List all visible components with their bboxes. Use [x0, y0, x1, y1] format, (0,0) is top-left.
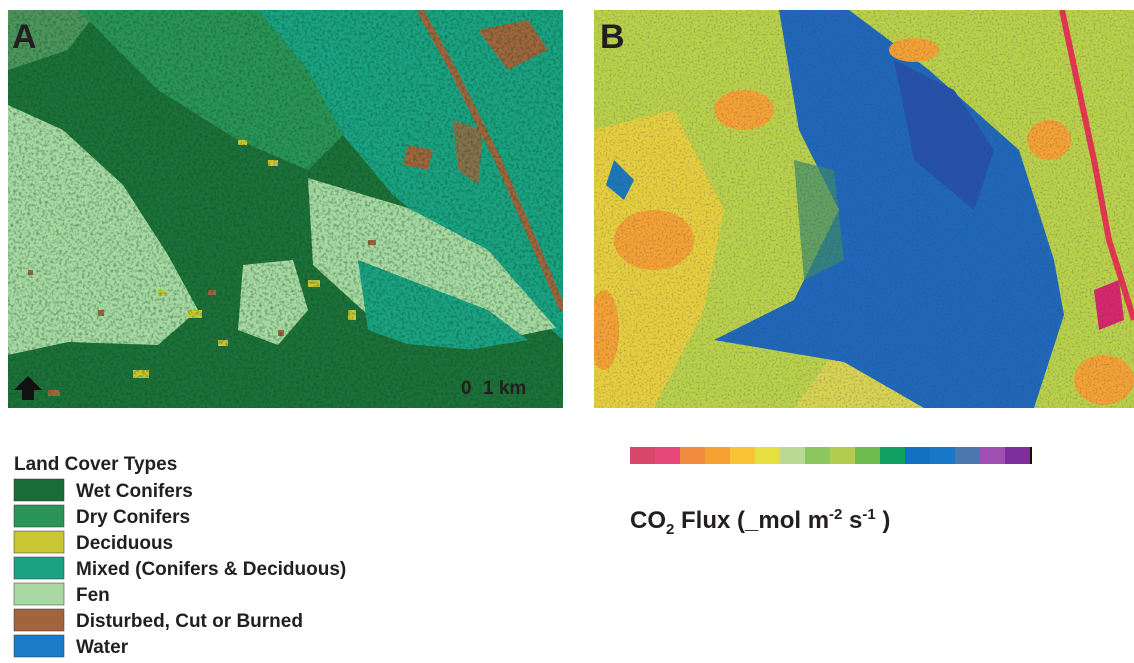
- legend-swatch: [13, 634, 65, 658]
- legend: Wet Conifers Dry Conifers Deciduous Mixed (…: [13, 478, 346, 658]
- colorbar-title: CO2 Flux (_mol m-2 s-1 ): [630, 506, 890, 538]
- title-subscript: 2: [666, 521, 674, 538]
- colorbar-segment: [755, 447, 781, 464]
- colorbar-end: [1030, 447, 1032, 464]
- legend-label: Deciduous: [76, 533, 173, 554]
- colorbar: [630, 447, 1032, 464]
- legend-swatch: [13, 582, 65, 606]
- colorbar-segment: [705, 447, 731, 464]
- legend-swatch: [13, 556, 65, 580]
- colorbar-segment: [980, 447, 1006, 464]
- title-superscript: -2: [829, 506, 842, 523]
- legend-title: Land Cover Types: [14, 454, 177, 475]
- colorbar-segment: [880, 447, 906, 464]
- legend-swatch: [13, 608, 65, 632]
- legend-label: Mixed (Conifers & Deciduous): [76, 559, 346, 580]
- legend-label: Wet Conifers: [76, 481, 193, 502]
- co2-flux-map: [594, 10, 1134, 408]
- colorbar-segment: [930, 447, 956, 464]
- legend-label: Water: [76, 637, 129, 658]
- legend-swatch: [13, 530, 65, 554]
- colorbar-segment: [855, 447, 881, 464]
- panel-label: A: [12, 18, 37, 56]
- colorbar-segment: [905, 447, 931, 464]
- legend-label: Dry Conifers: [76, 507, 190, 528]
- colorbar-segment: [830, 447, 856, 464]
- land-cover-map: 0 1 km: [8, 10, 563, 408]
- colorbar-segment: [780, 447, 806, 464]
- colorbar-segment: [680, 447, 706, 464]
- title-part: s: [842, 507, 862, 534]
- colorbar-segment: [730, 447, 756, 464]
- title-part: ): [876, 507, 891, 534]
- title-part: CO: [630, 507, 666, 534]
- north-arrow: [14, 376, 42, 400]
- colorbar-segment: [955, 447, 981, 464]
- colorbar-segment: [805, 447, 831, 464]
- legend-label: Fen: [76, 585, 110, 606]
- title-superscript: -1: [862, 506, 875, 523]
- panel-label: B: [600, 18, 625, 56]
- legend-swatch: [13, 478, 65, 502]
- colorbar-segment: [655, 447, 681, 464]
- scale-start: 0: [461, 378, 472, 399]
- scale-end: 1 km: [483, 378, 526, 399]
- legend-label: Disturbed, Cut or Burned: [76, 611, 303, 632]
- title-part: Flux (_mol m: [674, 507, 829, 534]
- legend-swatch: [13, 504, 65, 528]
- colorbar-segment: [630, 447, 656, 464]
- colorbar-segment: [1005, 447, 1031, 464]
